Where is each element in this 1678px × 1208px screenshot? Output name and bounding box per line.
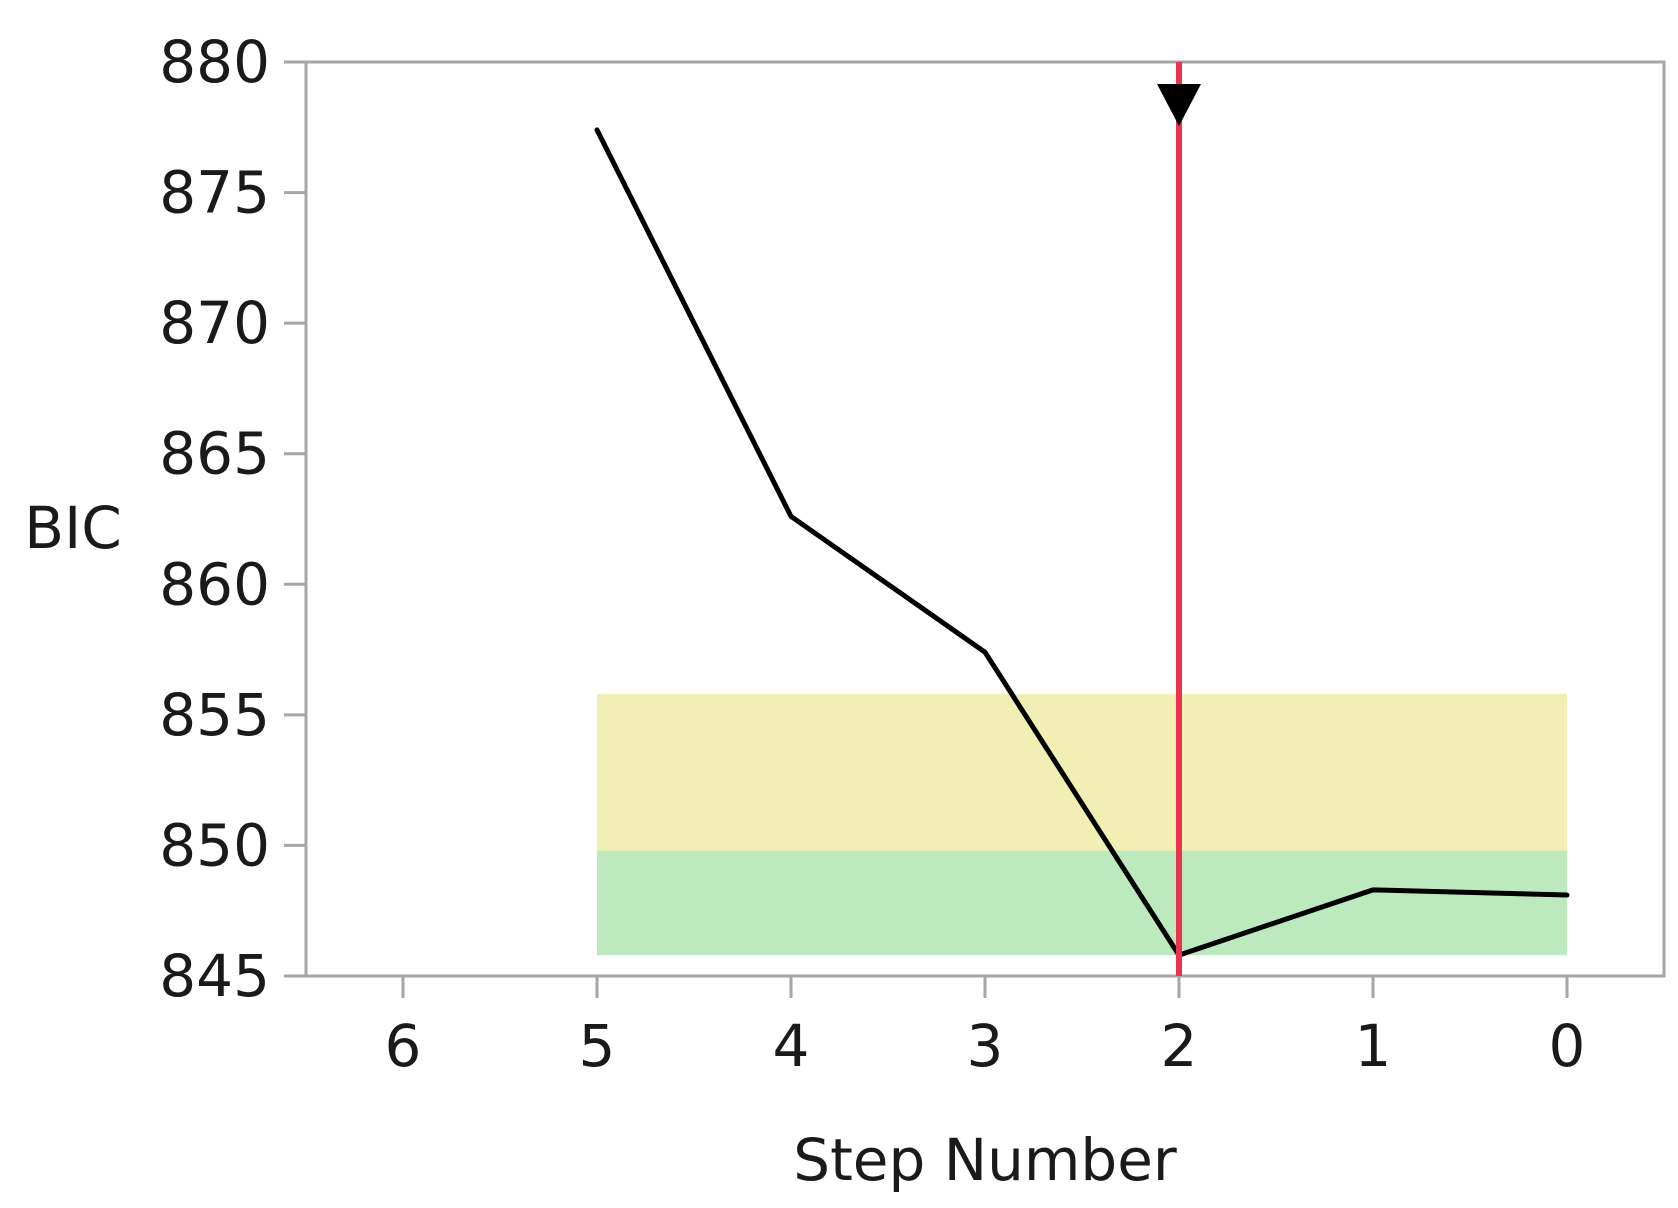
x-tick-label: 6: [385, 1012, 422, 1080]
y-tick-label: 845: [159, 942, 270, 1010]
series-group: [594, 127, 1570, 958]
y-tick-label: 865: [159, 420, 270, 488]
criterion-band-1: [597, 850, 1567, 956]
criterion-bands: [597, 693, 1567, 956]
y-tick-label: 860: [159, 550, 270, 618]
series-line-0: [594, 127, 1570, 958]
y-tick-label: 855: [159, 681, 270, 749]
x-tick-label: 5: [579, 1012, 616, 1080]
y-tick-label: 850: [159, 811, 270, 879]
x-tick-label: 2: [1161, 1012, 1198, 1080]
y-tick-label: 880: [159, 28, 270, 96]
selected-step-marker-icon[interactable]: [1157, 84, 1201, 126]
y-tick-label: 870: [159, 289, 270, 357]
x-tick-label: 0: [1549, 1012, 1586, 1080]
selected-step-group[interactable]: [1157, 62, 1201, 976]
x-tick-label: 3: [967, 1012, 1004, 1080]
y-tick-label: 875: [159, 159, 270, 227]
y-axis-title: BIC: [24, 494, 121, 562]
x-tick-label: 4: [773, 1012, 810, 1080]
y-axis: 845 850 855 860 865 870 875 880: [159, 28, 306, 1010]
x-tick-label: 1: [1355, 1012, 1392, 1080]
x-axis: 6 5 4 3 2 1 0: [385, 976, 1586, 1080]
x-axis-title: Step Number: [793, 1126, 1177, 1194]
